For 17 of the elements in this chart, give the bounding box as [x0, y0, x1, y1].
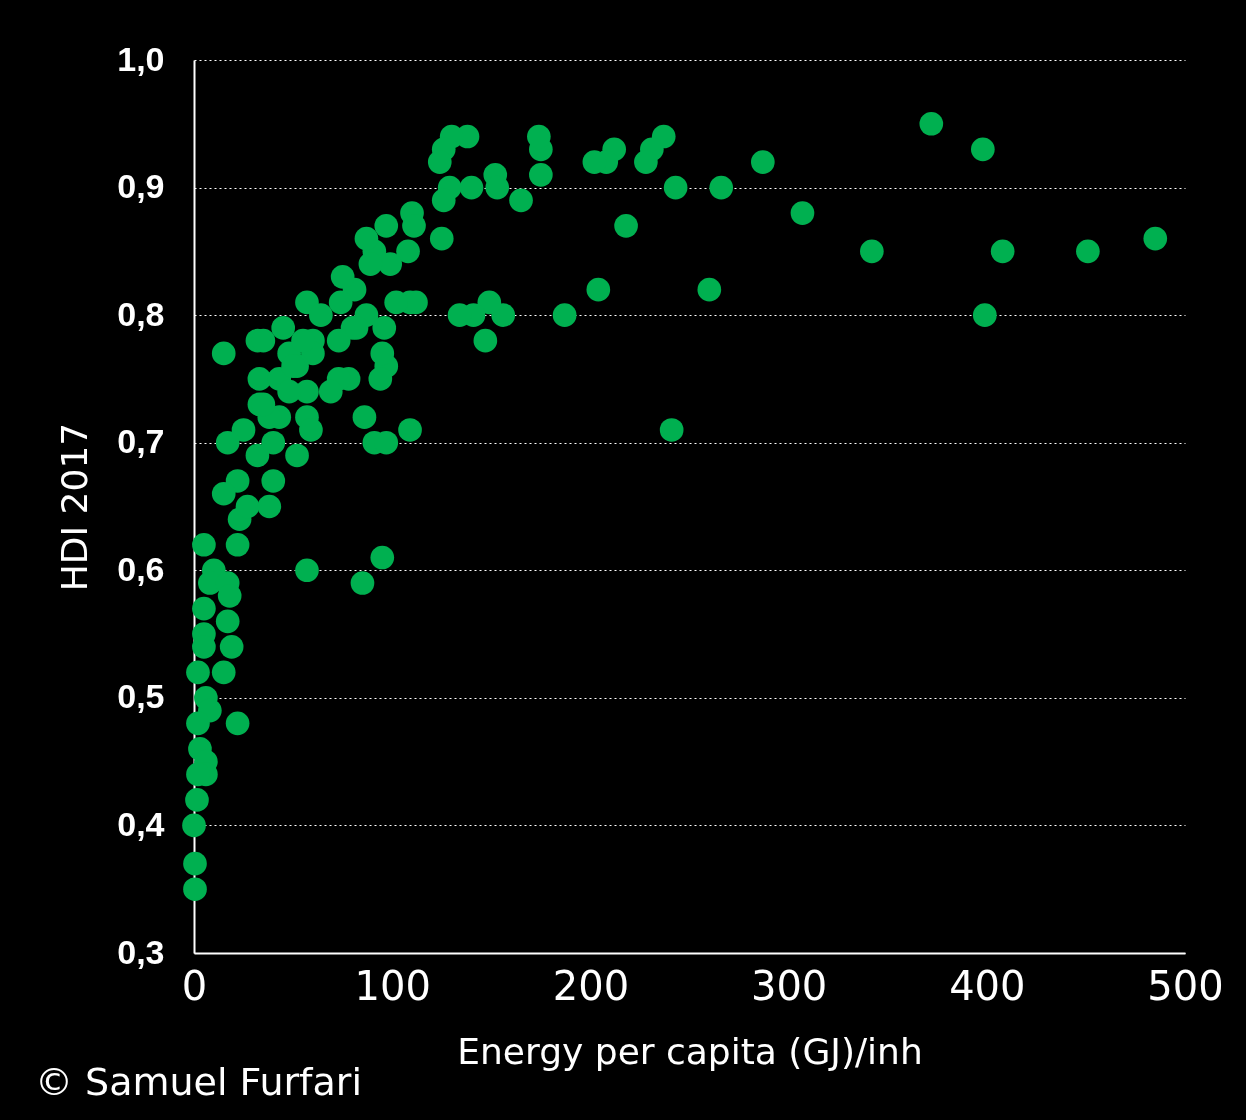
x-axis-title: Energy per capita (GJ)/inh	[457, 1030, 923, 1072]
y-tick-label: 1,0	[117, 39, 165, 78]
y-tick-label: 0,3	[117, 932, 165, 971]
x-tick-label: 400	[949, 962, 1026, 1009]
y-tick-label: 0,5	[117, 677, 165, 716]
y-tick-label: 0,4	[117, 804, 165, 843]
x-tick-label: 100	[354, 962, 431, 1009]
x-tick-label: 500	[1147, 962, 1224, 1009]
y-tick-label: 0,8	[117, 294, 165, 333]
y-tick-label: 0,7	[117, 422, 165, 461]
y-tick-label: 0,9	[117, 167, 165, 206]
x-tick-label: 300	[750, 962, 828, 1009]
x-tick-label: 0	[181, 962, 208, 1009]
y-tick-label: 0,6	[117, 549, 165, 588]
text: © Samuel Furfari	[35, 1060, 362, 1104]
x-tick-label: 200	[552, 962, 630, 1009]
y-axis-title: HDI 2017	[54, 422, 96, 592]
